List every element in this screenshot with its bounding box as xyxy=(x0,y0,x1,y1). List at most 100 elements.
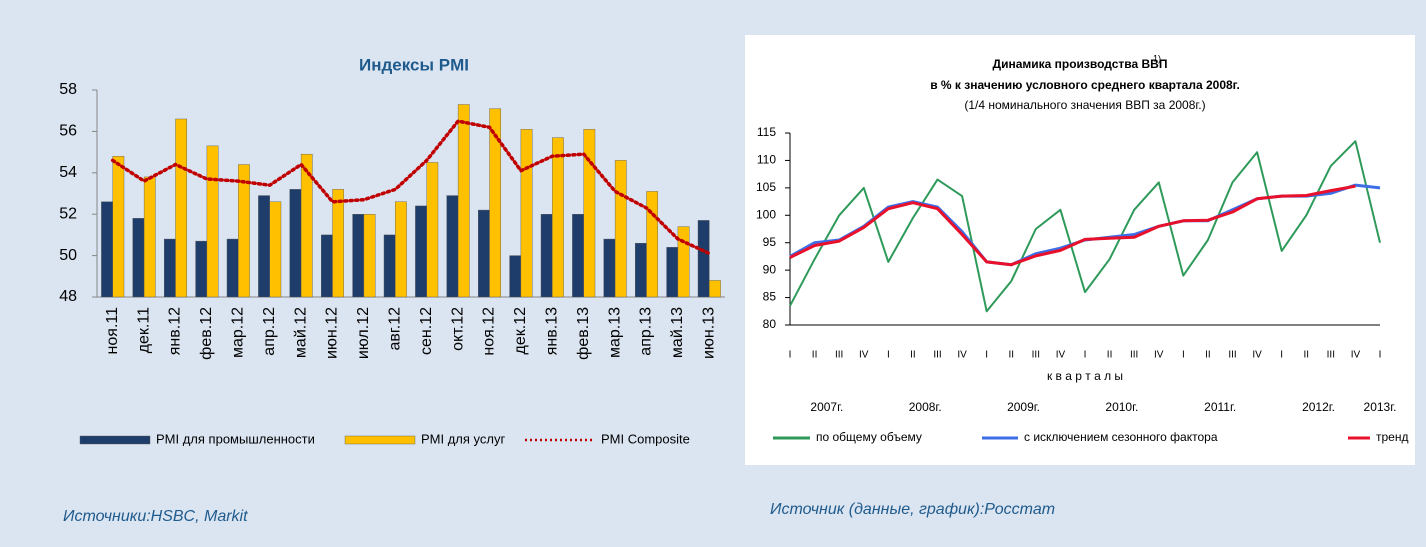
subtitle: в % к значению условного среднего кварта… xyxy=(930,78,1240,92)
year-label: 2009г. xyxy=(1007,400,1040,414)
y-tick-label: 100 xyxy=(756,207,776,221)
bar xyxy=(269,201,282,298)
year-label: 2013г. xyxy=(1364,400,1397,414)
bar xyxy=(634,242,647,298)
bar xyxy=(666,247,679,298)
bar xyxy=(143,176,156,298)
x-tick-label: III xyxy=(933,350,941,361)
x-tick-label: III xyxy=(1130,350,1138,361)
x-axis-label: к в а р т а л ы xyxy=(1047,369,1123,383)
x-tick-label: дек.11 xyxy=(135,307,152,353)
x-tick-label: IV xyxy=(859,350,869,361)
bar xyxy=(238,164,250,298)
x-tick-label: IV xyxy=(1056,350,1066,361)
y-tick-label: 110 xyxy=(757,153,776,167)
legend-swatch xyxy=(344,435,416,445)
year-label: 2012г. xyxy=(1302,400,1335,414)
bar xyxy=(477,209,490,298)
bar xyxy=(352,213,365,298)
line xyxy=(110,119,712,256)
x-tick-label: II xyxy=(1008,350,1014,361)
year-label: 2007г. xyxy=(810,400,843,414)
y-tick-label: 54 xyxy=(59,164,77,181)
legend-label: PMI для услуг xyxy=(421,431,505,446)
subtitle: (1/4 номинального значения ВВП за 2008г.… xyxy=(964,98,1205,112)
bar xyxy=(552,137,564,298)
x-tick-label: май.13 xyxy=(669,307,686,358)
bar xyxy=(489,108,502,298)
legend-label: PMI для промышленности xyxy=(156,431,315,446)
bar xyxy=(383,234,396,298)
x-tick-label: ноя.12 xyxy=(481,307,498,356)
x-tick-label: IV xyxy=(957,350,967,361)
x-tick-label: IV xyxy=(1351,350,1361,361)
bar xyxy=(132,218,145,298)
legend-label: PMI Composite xyxy=(601,431,690,446)
bar xyxy=(583,129,596,298)
year-label: 2011г. xyxy=(1204,400,1236,414)
bar xyxy=(446,195,459,298)
chart-title: Индексы PMI xyxy=(359,55,469,74)
bar xyxy=(112,156,125,298)
x-tick-label: сен.12 xyxy=(418,307,435,355)
x-tick-label: III xyxy=(1032,350,1040,361)
bar xyxy=(426,162,439,298)
x-tick-label: II xyxy=(1303,350,1309,361)
bar xyxy=(603,238,616,298)
bar xyxy=(363,213,376,298)
x-tick-label: III xyxy=(1228,350,1236,361)
legend-label: с исключением сезонного фактора xyxy=(1024,430,1218,444)
bar xyxy=(677,226,690,298)
year-label: 2008г. xyxy=(909,400,942,414)
bar xyxy=(540,213,553,298)
x-tick-label: I xyxy=(1379,350,1382,361)
x-tick-label: фев.13 xyxy=(575,307,592,360)
x-tick-label: I xyxy=(1182,350,1185,361)
x-tick-label: окт.12 xyxy=(449,307,466,351)
x-tick-label: янв.13 xyxy=(544,307,561,355)
x-tick-label: фев.12 xyxy=(198,307,215,360)
x-tick-label: II xyxy=(1107,350,1113,361)
line xyxy=(789,184,1356,267)
x-tick-label: июн.13 xyxy=(701,307,718,359)
x-tick-label: ноя.11 xyxy=(104,307,121,355)
x-tick-label: I xyxy=(789,350,792,361)
x-tick-label: I xyxy=(1084,350,1087,361)
year-label: 2010г. xyxy=(1105,400,1138,414)
y-tick-label: 50 xyxy=(59,247,77,264)
bar xyxy=(614,160,627,298)
x-tick-label: III xyxy=(835,350,843,361)
x-tick-label: апр.13 xyxy=(638,307,655,356)
x-tick-label: III xyxy=(1327,350,1335,361)
legend-swatch xyxy=(79,435,151,445)
bar xyxy=(289,189,302,298)
bar xyxy=(395,201,407,298)
bar xyxy=(163,238,176,298)
bar xyxy=(101,201,113,298)
y-tick-label: 52 xyxy=(59,205,77,222)
x-tick-label: апр.12 xyxy=(261,307,278,356)
line xyxy=(789,140,1381,313)
x-tick-label: мар.12 xyxy=(230,307,247,358)
x-tick-label: II xyxy=(812,350,818,361)
x-tick-label: I xyxy=(985,350,988,361)
x-tick-label: IV xyxy=(1252,350,1262,361)
y-tick-label: 95 xyxy=(763,235,777,249)
chart-title: Динамика производства ВВП xyxy=(993,57,1168,71)
x-tick-label: IV xyxy=(1154,350,1164,361)
bar xyxy=(709,280,721,298)
y-tick-label: 115 xyxy=(757,125,776,139)
bar xyxy=(646,191,659,298)
x-tick-label: янв.12 xyxy=(167,307,184,355)
y-tick-label: 58 xyxy=(59,81,77,98)
bar xyxy=(226,238,239,298)
y-tick-label: 56 xyxy=(59,123,77,140)
bar xyxy=(195,240,208,298)
bar xyxy=(175,118,188,298)
x-tick-label: июл.12 xyxy=(355,307,372,359)
bar xyxy=(332,189,345,298)
y-tick-label: 105 xyxy=(756,180,776,194)
bar xyxy=(457,104,470,298)
x-tick-label: мар.13 xyxy=(606,307,623,358)
